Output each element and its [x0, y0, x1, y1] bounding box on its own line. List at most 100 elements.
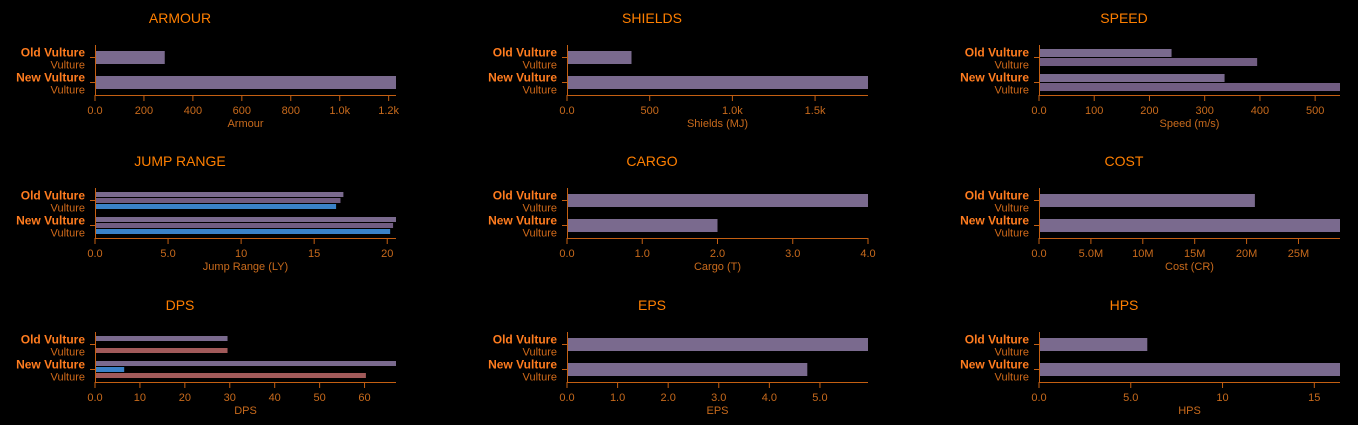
x-tick-label: 0.0 [87, 105, 102, 117]
bar[interactable] [568, 219, 718, 232]
bar[interactable] [1040, 74, 1225, 82]
bar[interactable] [1040, 83, 1340, 91]
bar[interactable] [96, 373, 366, 378]
x-tick-label: 3.0 [785, 248, 800, 260]
x-tick-label: 0.0 [1031, 392, 1046, 404]
x-axis-label: Armour [227, 118, 263, 130]
x-tick-label: 10M [1132, 248, 1153, 260]
x-axis-label: Speed (m/s) [1160, 118, 1220, 130]
x-tick-label: 5.0 [812, 392, 827, 404]
x-tick-label: 2.0 [710, 248, 725, 260]
bar[interactable] [568, 194, 868, 207]
x-axis-label: HPS [1178, 405, 1201, 417]
x-tick-label: 500 [641, 105, 659, 117]
x-tick-label: 0.0 [87, 392, 102, 404]
bar[interactable] [96, 217, 396, 222]
category-label-primary: Old Vulture [965, 333, 1030, 347]
category-label-secondary: Vulture [995, 85, 1029, 97]
category-label-primary: New Vulture [16, 358, 85, 372]
x-tick-label: 5.0 [160, 248, 175, 260]
category-label-primary: New Vulture [16, 71, 85, 85]
category-label-secondary: Vulture [523, 228, 557, 240]
chart-title: JUMP RANGE [134, 153, 226, 169]
x-tick-label: 25M [1288, 248, 1309, 260]
bar[interactable] [1040, 363, 1340, 376]
x-axis-label: Jump Range (LY) [203, 261, 288, 273]
chart-title: COST [1105, 153, 1144, 169]
bar[interactable] [96, 336, 228, 341]
bar[interactable] [96, 229, 391, 234]
x-tick-label: 0.0 [87, 248, 102, 260]
bar[interactable] [96, 198, 341, 203]
bar[interactable] [1040, 49, 1172, 57]
x-tick-label: 500 [1306, 105, 1324, 117]
x-tick-label: 0.0 [1031, 248, 1046, 260]
x-tick-label: 0.0 [559, 248, 574, 260]
bar[interactable] [96, 51, 165, 64]
x-tick-label: 20M [1236, 248, 1257, 260]
bar[interactable] [1040, 219, 1340, 232]
x-tick-label: 5.0 [1123, 392, 1138, 404]
category-label-secondary: Vulture [51, 203, 85, 215]
category-label-primary: New Vulture [960, 71, 1029, 85]
x-tick-label: 15 [308, 248, 320, 260]
bar[interactable] [96, 76, 396, 89]
x-tick-label: 4.0 [860, 248, 875, 260]
x-tick-label: 400 [1251, 105, 1269, 117]
category-label-secondary: Vulture [51, 85, 85, 97]
category-label-secondary: Vulture [523, 85, 557, 97]
bar[interactable] [96, 367, 125, 372]
x-tick-label: 15M [1184, 248, 1205, 260]
x-tick-label: 15 [1308, 392, 1320, 404]
bar[interactable] [96, 223, 394, 228]
chart-title: EPS [638, 297, 666, 313]
x-tick-label: 300 [1196, 105, 1214, 117]
bar[interactable] [568, 338, 868, 351]
chart-title: CARGO [626, 153, 677, 169]
category-label-primary: Old Vulture [965, 46, 1030, 60]
category-label-primary: New Vulture [16, 214, 85, 228]
x-tick-label: 4.0 [762, 392, 777, 404]
x-tick-label: 20 [381, 248, 393, 260]
chart-title: SPEED [1100, 10, 1147, 26]
x-tick-label: 50 [314, 392, 326, 404]
x-tick-label: 400 [184, 105, 202, 117]
bar[interactable] [1040, 58, 1258, 66]
bar[interactable] [568, 363, 808, 376]
category-label-secondary: Vulture [51, 372, 85, 384]
x-tick-label: 60 [358, 392, 370, 404]
bar[interactable] [96, 361, 396, 366]
bar[interactable] [568, 51, 632, 64]
x-axis-label: Cost (CR) [1165, 261, 1214, 273]
category-label-primary: New Vulture [960, 214, 1029, 228]
bar[interactable] [96, 204, 337, 209]
x-tick-label: 1.0 [635, 248, 650, 260]
category-label-secondary: Vulture [995, 347, 1029, 359]
x-axis-label: DPS [234, 405, 257, 417]
category-label-secondary: Vulture [523, 203, 557, 215]
x-tick-label: 1.0k [329, 105, 350, 117]
bar[interactable] [96, 192, 344, 197]
bar[interactable] [96, 348, 228, 353]
bar[interactable] [568, 76, 868, 89]
chart-title: SHIELDS [622, 10, 682, 26]
chart-title: HPS [1110, 297, 1139, 313]
bar[interactable] [1040, 194, 1255, 207]
category-label-secondary: Vulture [523, 372, 557, 384]
category-label-primary: New Vulture [488, 214, 557, 228]
x-tick-label: 2.0 [661, 392, 676, 404]
bar[interactable] [1040, 338, 1148, 351]
x-tick-label: 100 [1085, 105, 1103, 117]
x-tick-label: 1.0 [610, 392, 625, 404]
category-label-primary: New Vulture [488, 358, 557, 372]
x-tick-label: 1.0k [722, 105, 743, 117]
